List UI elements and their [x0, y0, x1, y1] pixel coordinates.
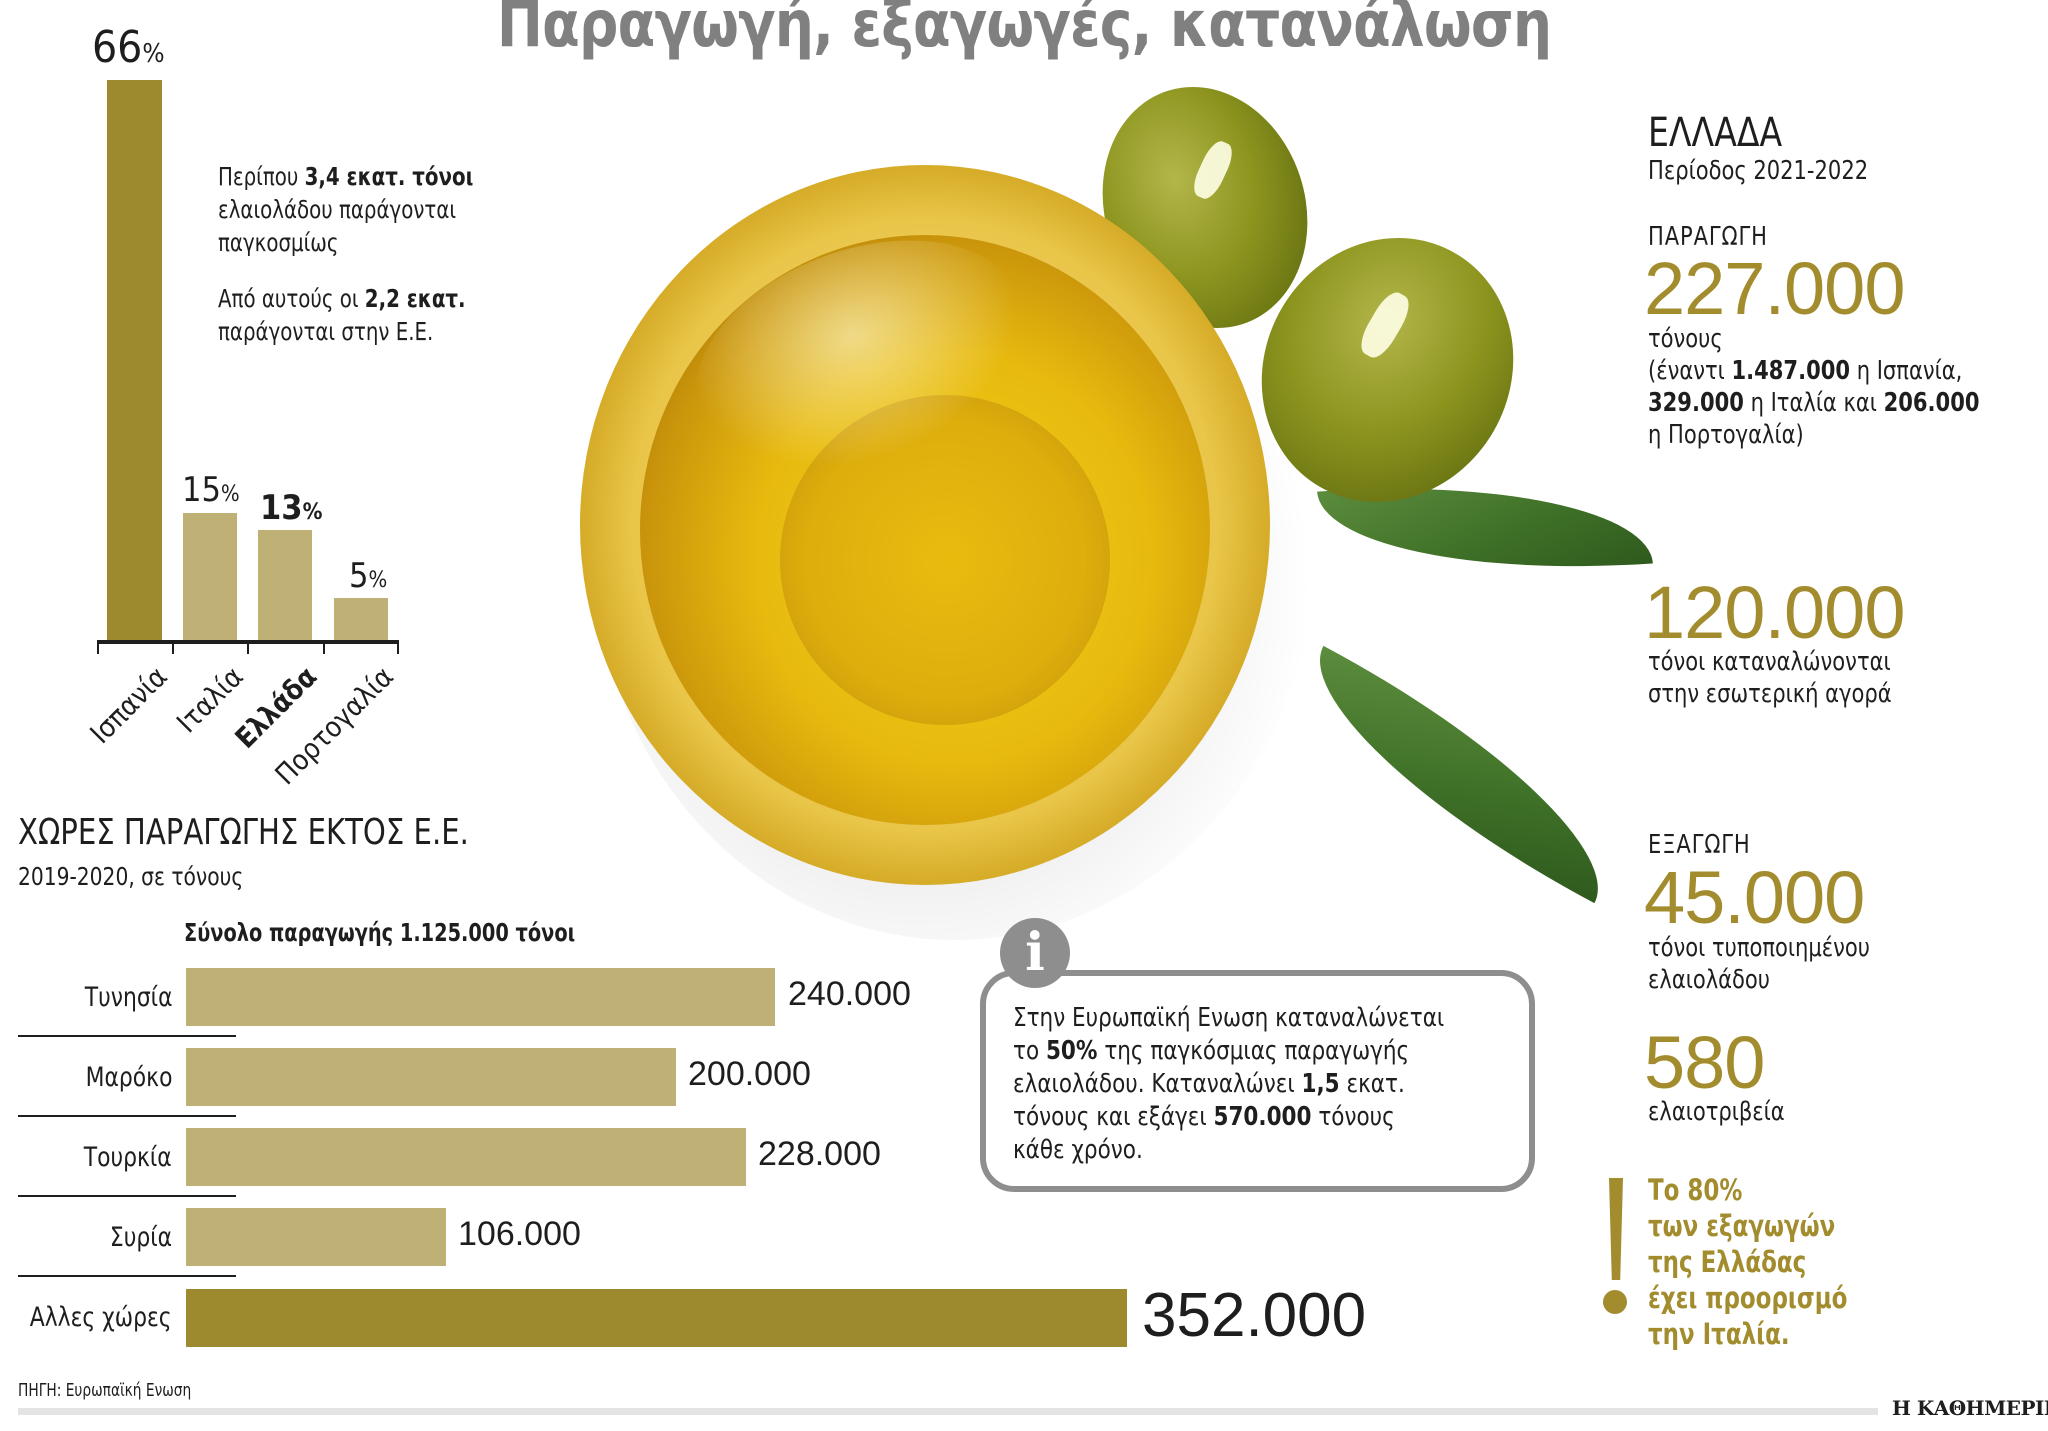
mills-value: 580	[1644, 1021, 1765, 1104]
bar-italy	[183, 513, 237, 640]
bar-other	[186, 1289, 1127, 1347]
world-production-note: Περίπου 3,4 εκατ. τόνοι ελαιολάδου παράγ…	[218, 162, 474, 257]
bar-value-other: 352.000	[1142, 1281, 1367, 1350]
bar-value-turkey: 228.000	[758, 1135, 881, 1173]
export-detail: τόνοι τυποποιημένου ελαιολάδου	[1648, 933, 1870, 995]
row-label-turkey: Τουρκία	[84, 1142, 172, 1173]
bar-greece	[258, 530, 312, 640]
greece-period: Περίοδος 2021-2022	[1648, 156, 1869, 186]
bar-value-spain: 66%	[92, 22, 165, 73]
row-separator	[18, 1115, 236, 1117]
axis-tick	[247, 640, 249, 654]
exclamation-icon	[1609, 1178, 1623, 1280]
mills-label: ελαιοτριβεία	[1648, 1097, 1785, 1127]
row-label-morocco: Μαρόκο	[85, 1062, 172, 1093]
bar-morocco	[186, 1048, 676, 1106]
bar-turkey	[186, 1128, 746, 1186]
export-label: ΕΞΑΓΩΓΗ	[1648, 830, 1751, 860]
axis-tick	[323, 640, 325, 654]
page-title: Παραγωγή, εξαγωγές, κατανάλωση	[496, 0, 1552, 62]
consumption-detail: τόνοι καταναλώνονται στην εσωτερική αγορ…	[1648, 647, 1892, 709]
greece-heading: ΕΛΛΑΔΑ	[1648, 110, 1783, 156]
row-label-syria: Συρία	[109, 1222, 172, 1253]
bar-syria	[186, 1208, 446, 1266]
production-detail: τόνους (έναντι 1.487.000 η Ισπανία, 329.…	[1648, 324, 1980, 450]
bar-value-greece: 13%	[260, 488, 323, 528]
bar-spain	[107, 80, 162, 640]
export-value: 45.000	[1644, 856, 1865, 939]
olive-leaf-icon	[1276, 645, 1642, 904]
non-eu-chart-title: ΧΩΡΕΣ ΠΑΡΑΓΩΓΗΣ ΕΚΤΟΣ Ε.Ε.	[18, 812, 469, 853]
bar-value-morocco: 200.000	[688, 1055, 811, 1093]
axis-tick	[172, 640, 174, 654]
row-separator	[18, 1275, 236, 1277]
row-label-other: Αλλες χώρες	[30, 1302, 172, 1333]
bar-value-portugal: 5%	[349, 556, 388, 596]
row-separator	[18, 1195, 236, 1197]
row-separator	[18, 1035, 236, 1037]
publisher-logo: Η ΚΑΘΗΜΕΡΙΝΗ	[1892, 1396, 2048, 1420]
eu-production-note: Από αυτούς οι 2,2 εκατ. παράγονται στην …	[218, 284, 466, 346]
bar-value-italy: 15%	[182, 470, 240, 510]
bar-portugal	[334, 598, 388, 640]
category-label-spain: Ισπανία	[83, 660, 174, 751]
non-eu-chart-subtitle: 2019-2020, σε τόνους	[18, 862, 244, 891]
bar-value-syria: 106.000	[458, 1215, 581, 1253]
production-label: ΠΑΡΑΓΩΓΗ	[1648, 222, 1768, 252]
italy-export-callout: Το 80% των εξαγωγών της Ελλάδας έχει προ…	[1648, 1173, 1848, 1351]
non-eu-total: Σύνολο παραγωγής 1.125.000 τόνοι	[184, 918, 576, 947]
bar-value-tunisia: 240.000	[788, 975, 911, 1013]
info-icon: i	[1000, 918, 1070, 988]
production-value: 227.000	[1644, 247, 1905, 330]
consumption-value: 120.000	[1644, 571, 1905, 654]
row-label-tunisia: Τυνησία	[84, 982, 172, 1013]
source-note: ΠΗΓΗ: Ευρωπαϊκή Ενωση	[18, 1380, 192, 1401]
axis-tick	[397, 640, 399, 654]
exclamation-dot-icon	[1603, 1290, 1627, 1314]
bar-tunisia	[186, 968, 775, 1026]
eu-info-box	[980, 970, 1535, 1192]
axis-tick	[97, 640, 99, 654]
footer-divider	[18, 1408, 1878, 1415]
eu-info-text: Στην Ευρωπαϊκή Ενωση καταναλώνεται το 50…	[1013, 1003, 1445, 1165]
